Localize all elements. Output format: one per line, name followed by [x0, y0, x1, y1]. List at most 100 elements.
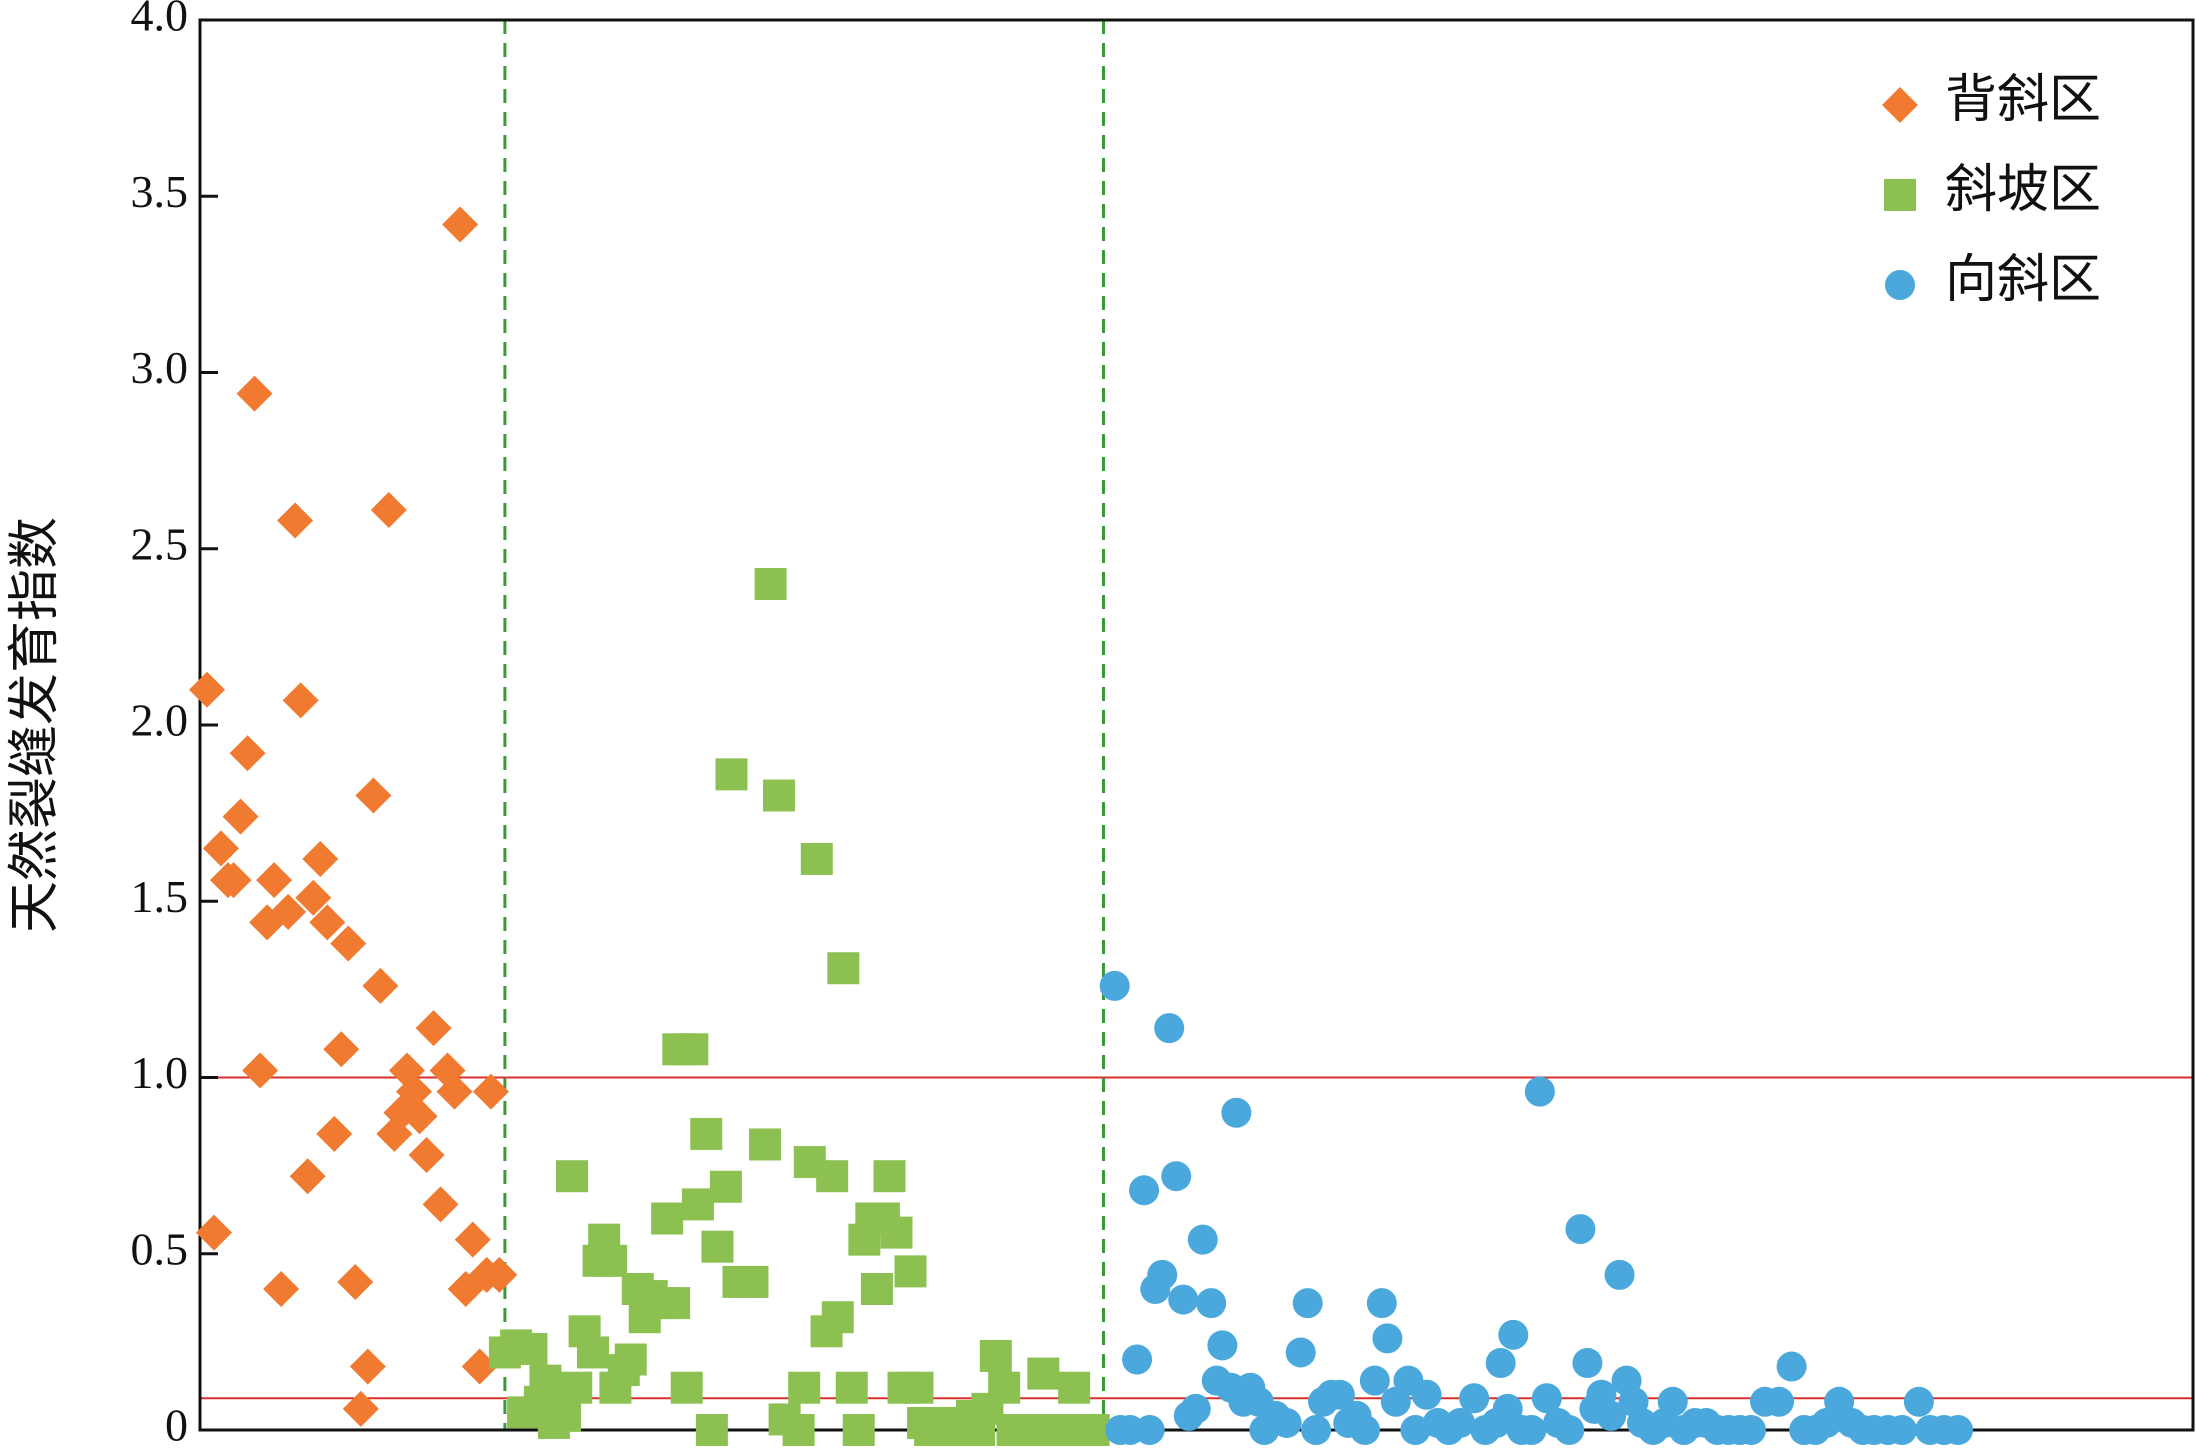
square-point — [800, 842, 833, 875]
circle-point — [1492, 1393, 1523, 1424]
diamond-point — [222, 798, 259, 835]
diamond-point — [472, 1073, 509, 1110]
circle-point — [1485, 1348, 1516, 1379]
square-point — [835, 1371, 868, 1404]
circle-point — [1596, 1400, 1627, 1431]
legend-label: 背斜区 — [1945, 72, 2101, 129]
legend-label: 向斜区 — [1945, 252, 2101, 309]
circle-point — [1168, 1284, 1199, 1315]
diamond-point — [215, 862, 252, 899]
diamond-point — [401, 1098, 438, 1135]
diamond-point — [362, 967, 399, 1004]
square-point — [690, 1117, 723, 1150]
diamond-point — [195, 1214, 232, 1251]
circle-point — [1187, 1224, 1218, 1255]
circle-point — [1359, 1365, 1390, 1396]
square-point — [515, 1332, 548, 1365]
circle-point — [1531, 1383, 1562, 1414]
diamond-point — [316, 1115, 353, 1152]
circle-point — [1604, 1259, 1635, 1290]
circle-point — [1885, 270, 1915, 300]
square-point — [763, 779, 796, 812]
y-tick-label: 3.5 — [131, 166, 189, 217]
y-tick-label: 0 — [165, 1400, 188, 1451]
square-point — [701, 1230, 734, 1263]
square-point — [1884, 179, 1916, 211]
circle-point — [1122, 1344, 1153, 1375]
circle-point — [1147, 1259, 1178, 1290]
legend-label: 斜坡区 — [1945, 162, 2101, 219]
circle-point — [1445, 1407, 1476, 1438]
circle-point — [1764, 1386, 1795, 1417]
square-point — [816, 1160, 849, 1193]
square-point — [658, 1287, 691, 1320]
diamond-point — [263, 1271, 300, 1307]
square-point — [709, 1170, 742, 1203]
square-point — [1058, 1371, 1091, 1404]
square-point — [1027, 1357, 1060, 1390]
circle-point — [1516, 1415, 1547, 1445]
diamond-point — [330, 925, 367, 962]
circle-point — [1411, 1379, 1442, 1410]
square-point — [715, 758, 748, 791]
square-point — [782, 1414, 815, 1446]
circle-point — [1498, 1319, 1529, 1350]
diamond-point — [289, 1158, 326, 1195]
y-tick-label: 0.5 — [131, 1223, 189, 1274]
circle-point — [1572, 1348, 1603, 1379]
diamond-point — [337, 1263, 374, 1300]
diamond-point — [461, 1348, 498, 1385]
y-tick-label: 1.5 — [131, 871, 189, 922]
diamond-point — [395, 1073, 432, 1110]
diamond-point — [188, 671, 225, 708]
diamond-point — [342, 1390, 379, 1427]
circle-point — [1285, 1337, 1316, 1368]
y-axis-label: 天然裂缝发育指数 — [7, 517, 64, 933]
circle-point — [1565, 1214, 1596, 1245]
square-point — [860, 1273, 893, 1305]
square-point — [979, 1339, 1012, 1372]
circle-point — [1196, 1288, 1227, 1319]
y-tick-label: 2.5 — [131, 518, 189, 569]
circle-point — [1221, 1097, 1252, 1128]
circle-point — [1459, 1383, 1490, 1414]
circle-point — [1736, 1415, 1767, 1445]
diamond-point — [454, 1221, 491, 1258]
diamond-point — [415, 1010, 452, 1047]
square-point — [556, 1160, 589, 1193]
circle-point — [1903, 1386, 1934, 1417]
square-point — [549, 1399, 582, 1432]
square-point — [681, 1188, 714, 1221]
diamond-point — [295, 879, 332, 916]
diamond-point — [242, 1052, 279, 1089]
diamond-point — [277, 502, 314, 539]
square-point — [827, 952, 860, 985]
diamond-point — [229, 735, 266, 772]
square-point — [651, 1202, 684, 1235]
square-point — [736, 1265, 769, 1298]
y-tick-label: 1.0 — [131, 1047, 189, 1098]
diamond-point — [202, 830, 239, 867]
square-point — [788, 1371, 821, 1404]
square-point — [695, 1414, 728, 1446]
diamond-point — [408, 1137, 445, 1174]
square-point — [894, 1255, 927, 1288]
square-point — [901, 1371, 934, 1404]
circle-point — [1524, 1076, 1555, 1107]
diamond-point — [481, 1256, 518, 1293]
diamond-point — [442, 206, 479, 243]
circle-point — [1657, 1386, 1688, 1417]
circle-point — [1099, 970, 1130, 1001]
diamond-point — [236, 375, 273, 412]
diamond-point — [270, 893, 307, 930]
diamond-point — [355, 777, 392, 814]
circle-point — [1887, 1415, 1918, 1445]
circle-point — [1301, 1415, 1332, 1445]
square-point — [754, 568, 787, 600]
y-tick-label: 3.0 — [131, 342, 189, 393]
y-tick-label: 4.0 — [131, 0, 189, 41]
circle-point — [1776, 1351, 1807, 1382]
circle-point — [1271, 1407, 1302, 1438]
